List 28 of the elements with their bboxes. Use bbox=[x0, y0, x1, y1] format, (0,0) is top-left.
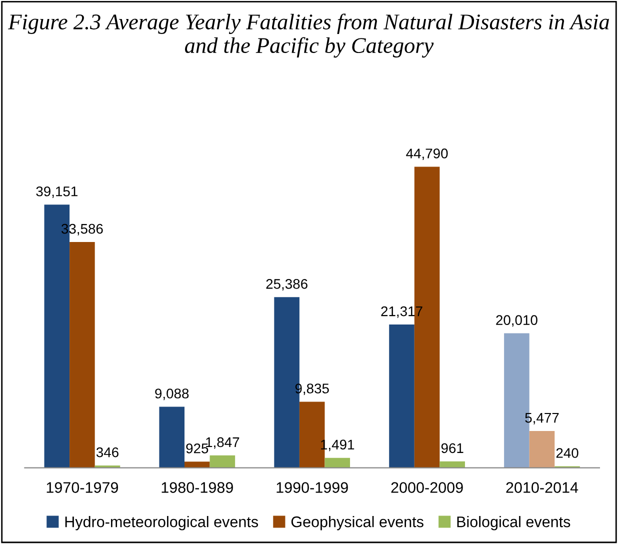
x-tick-label: 1980-1989 bbox=[162, 482, 233, 493]
data-label: 346 bbox=[96, 447, 118, 458]
data-label: 925 bbox=[186, 443, 208, 454]
legend-label: Geophysical events bbox=[291, 516, 424, 530]
bar bbox=[184, 462, 210, 468]
bar bbox=[529, 431, 555, 468]
bar bbox=[210, 455, 236, 468]
bar bbox=[159, 406, 184, 468]
data-label: 1,847 bbox=[206, 437, 240, 449]
bar bbox=[389, 324, 414, 468]
x-tick-label: 1990-1999 bbox=[276, 482, 348, 493]
data-label: 25,386 bbox=[266, 279, 308, 290]
bar bbox=[324, 458, 350, 468]
bar bbox=[70, 242, 95, 468]
x-tick-label: 1970-1979 bbox=[46, 482, 118, 493]
legend-label: Biological events bbox=[457, 516, 570, 530]
data-label: 20,010 bbox=[496, 315, 538, 327]
x-tick-label: 2010-2014 bbox=[506, 482, 578, 493]
x-tick-label: 2000-2009 bbox=[391, 482, 463, 493]
data-label: 240 bbox=[556, 448, 578, 458]
data-label: 5,477 bbox=[525, 413, 559, 424]
legend-label: Hydro-meteorological events bbox=[65, 516, 258, 530]
data-label: 9,088 bbox=[155, 388, 189, 400]
chart-title: Figure 2.3 Average Yearly Fatalities from Natural Disasters in Asia and the Pacific by Category bbox=[8, 14, 609, 58]
data-label: 39,151 bbox=[36, 186, 78, 198]
data-label: 44,790 bbox=[406, 148, 448, 160]
bar bbox=[440, 461, 465, 468]
data-label: 961 bbox=[441, 443, 464, 454]
